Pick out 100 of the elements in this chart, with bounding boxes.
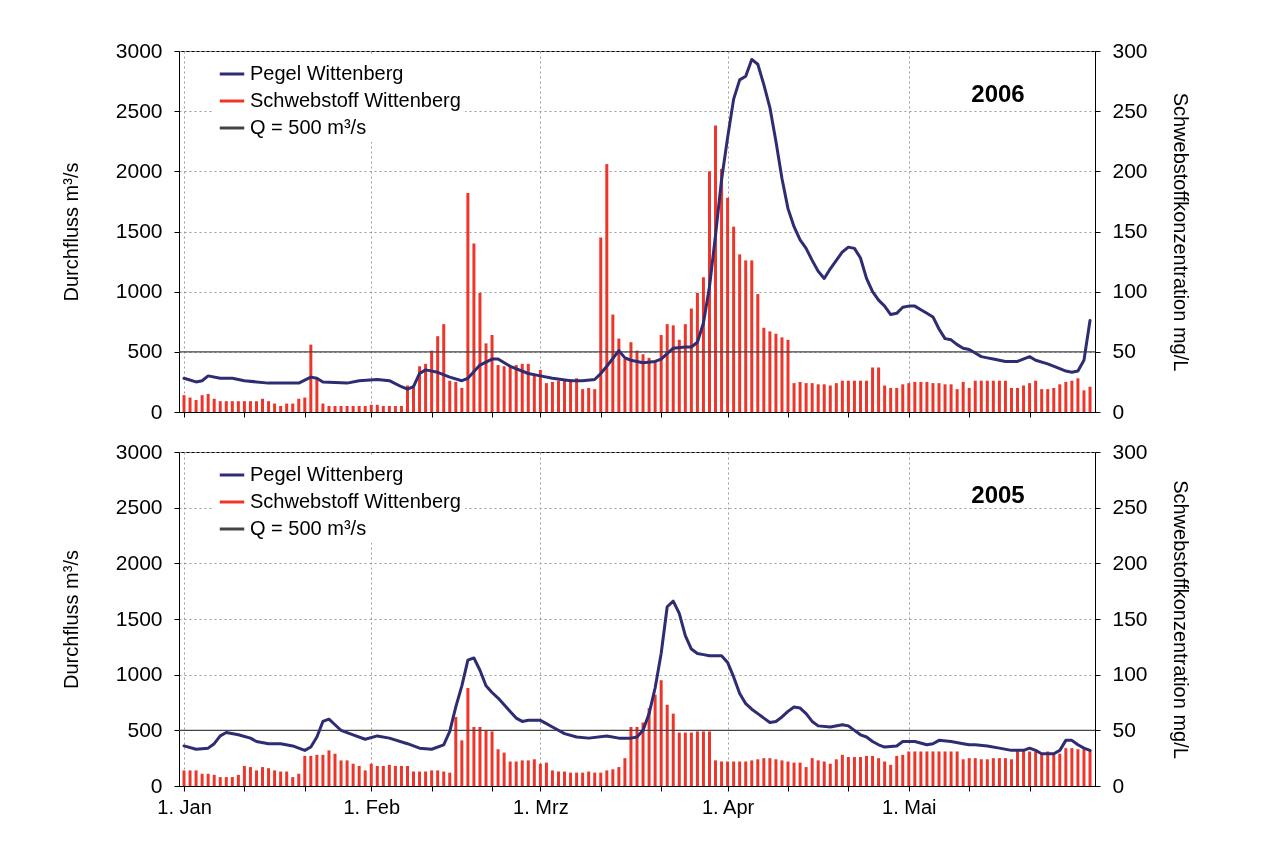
bar [877, 758, 881, 786]
bar [816, 384, 820, 412]
bar [907, 751, 911, 786]
bar [556, 771, 560, 786]
bar [846, 380, 850, 412]
bar [182, 395, 186, 412]
bar [919, 751, 923, 786]
bar [387, 405, 391, 412]
y-tick-label: 1000 [115, 279, 163, 303]
bar [230, 401, 234, 412]
bar [913, 751, 917, 786]
bar [581, 389, 585, 412]
bar [303, 397, 307, 412]
bar [242, 401, 246, 412]
bar [828, 763, 832, 786]
bar [532, 375, 536, 412]
y2-tick-label: 0 [1112, 773, 1125, 797]
bar [430, 770, 434, 786]
bar [254, 770, 258, 786]
bar [1064, 381, 1068, 412]
bar [1088, 386, 1092, 412]
bar [768, 331, 772, 412]
y2-axis-title: Schwebstoffkonzentration mg/L [1169, 92, 1192, 372]
bar [623, 758, 627, 786]
bar [961, 759, 965, 786]
bar [635, 350, 639, 412]
bar [623, 359, 627, 412]
y2-axis-title: Schwebstoffkonzentration mg/L [1169, 480, 1192, 759]
bar [985, 759, 989, 786]
bar [877, 367, 881, 412]
bar [937, 383, 941, 412]
bar [248, 767, 252, 786]
bar [822, 384, 826, 412]
bar [659, 680, 663, 786]
bar [1022, 750, 1026, 786]
bar [194, 399, 198, 412]
bar [834, 383, 838, 412]
bar [865, 380, 869, 412]
bar [399, 405, 403, 412]
bar [1082, 390, 1086, 412]
bar [1040, 753, 1044, 786]
bar [997, 380, 1001, 412]
bar [919, 381, 923, 412]
bar [206, 773, 210, 786]
bar [834, 759, 838, 786]
bar [508, 761, 512, 786]
bar [333, 405, 337, 412]
y2-tick-label: 50 [1112, 717, 1136, 741]
bar [538, 763, 542, 786]
bar [496, 749, 500, 786]
bar [786, 339, 790, 412]
x-tick-label: 1. Mrz [513, 795, 569, 818]
bar [1070, 380, 1074, 412]
bar [671, 713, 675, 786]
bar [236, 401, 240, 412]
bar [677, 732, 681, 786]
bar [961, 381, 965, 412]
bar [889, 387, 893, 412]
bar [810, 758, 814, 786]
y2-tick-label: 200 [1112, 158, 1148, 182]
bar [720, 761, 724, 786]
bar [563, 380, 567, 412]
bar [267, 401, 271, 412]
bar [617, 338, 621, 412]
bar [635, 726, 639, 786]
bar [297, 398, 301, 412]
bar [351, 763, 355, 786]
bar [804, 767, 808, 786]
bar [538, 369, 542, 412]
bar [1003, 380, 1007, 412]
bar [1064, 748, 1068, 786]
bar [677, 339, 681, 412]
bar [279, 771, 283, 786]
bar [339, 405, 343, 412]
legend-label: Schwebstoff Wittenberg [250, 89, 461, 111]
bar [236, 774, 240, 786]
bar [369, 763, 373, 786]
bar [333, 753, 337, 786]
bar [532, 759, 536, 786]
bar [593, 389, 597, 412]
bar [865, 755, 869, 786]
bar [605, 770, 609, 786]
bar [285, 403, 289, 412]
bar [937, 751, 941, 786]
bar [858, 380, 862, 412]
bar [405, 765, 409, 786]
bar [357, 405, 361, 412]
bar [544, 383, 548, 412]
bar [327, 750, 331, 786]
bar [502, 752, 506, 786]
bar [1076, 749, 1080, 786]
bar [871, 367, 875, 412]
bar [569, 379, 573, 412]
bar [762, 327, 766, 412]
annotation: 2006 [971, 80, 1025, 107]
bar [901, 754, 905, 786]
bar [810, 383, 814, 412]
bar [665, 324, 669, 412]
bar [822, 761, 826, 786]
bar [309, 344, 313, 412]
